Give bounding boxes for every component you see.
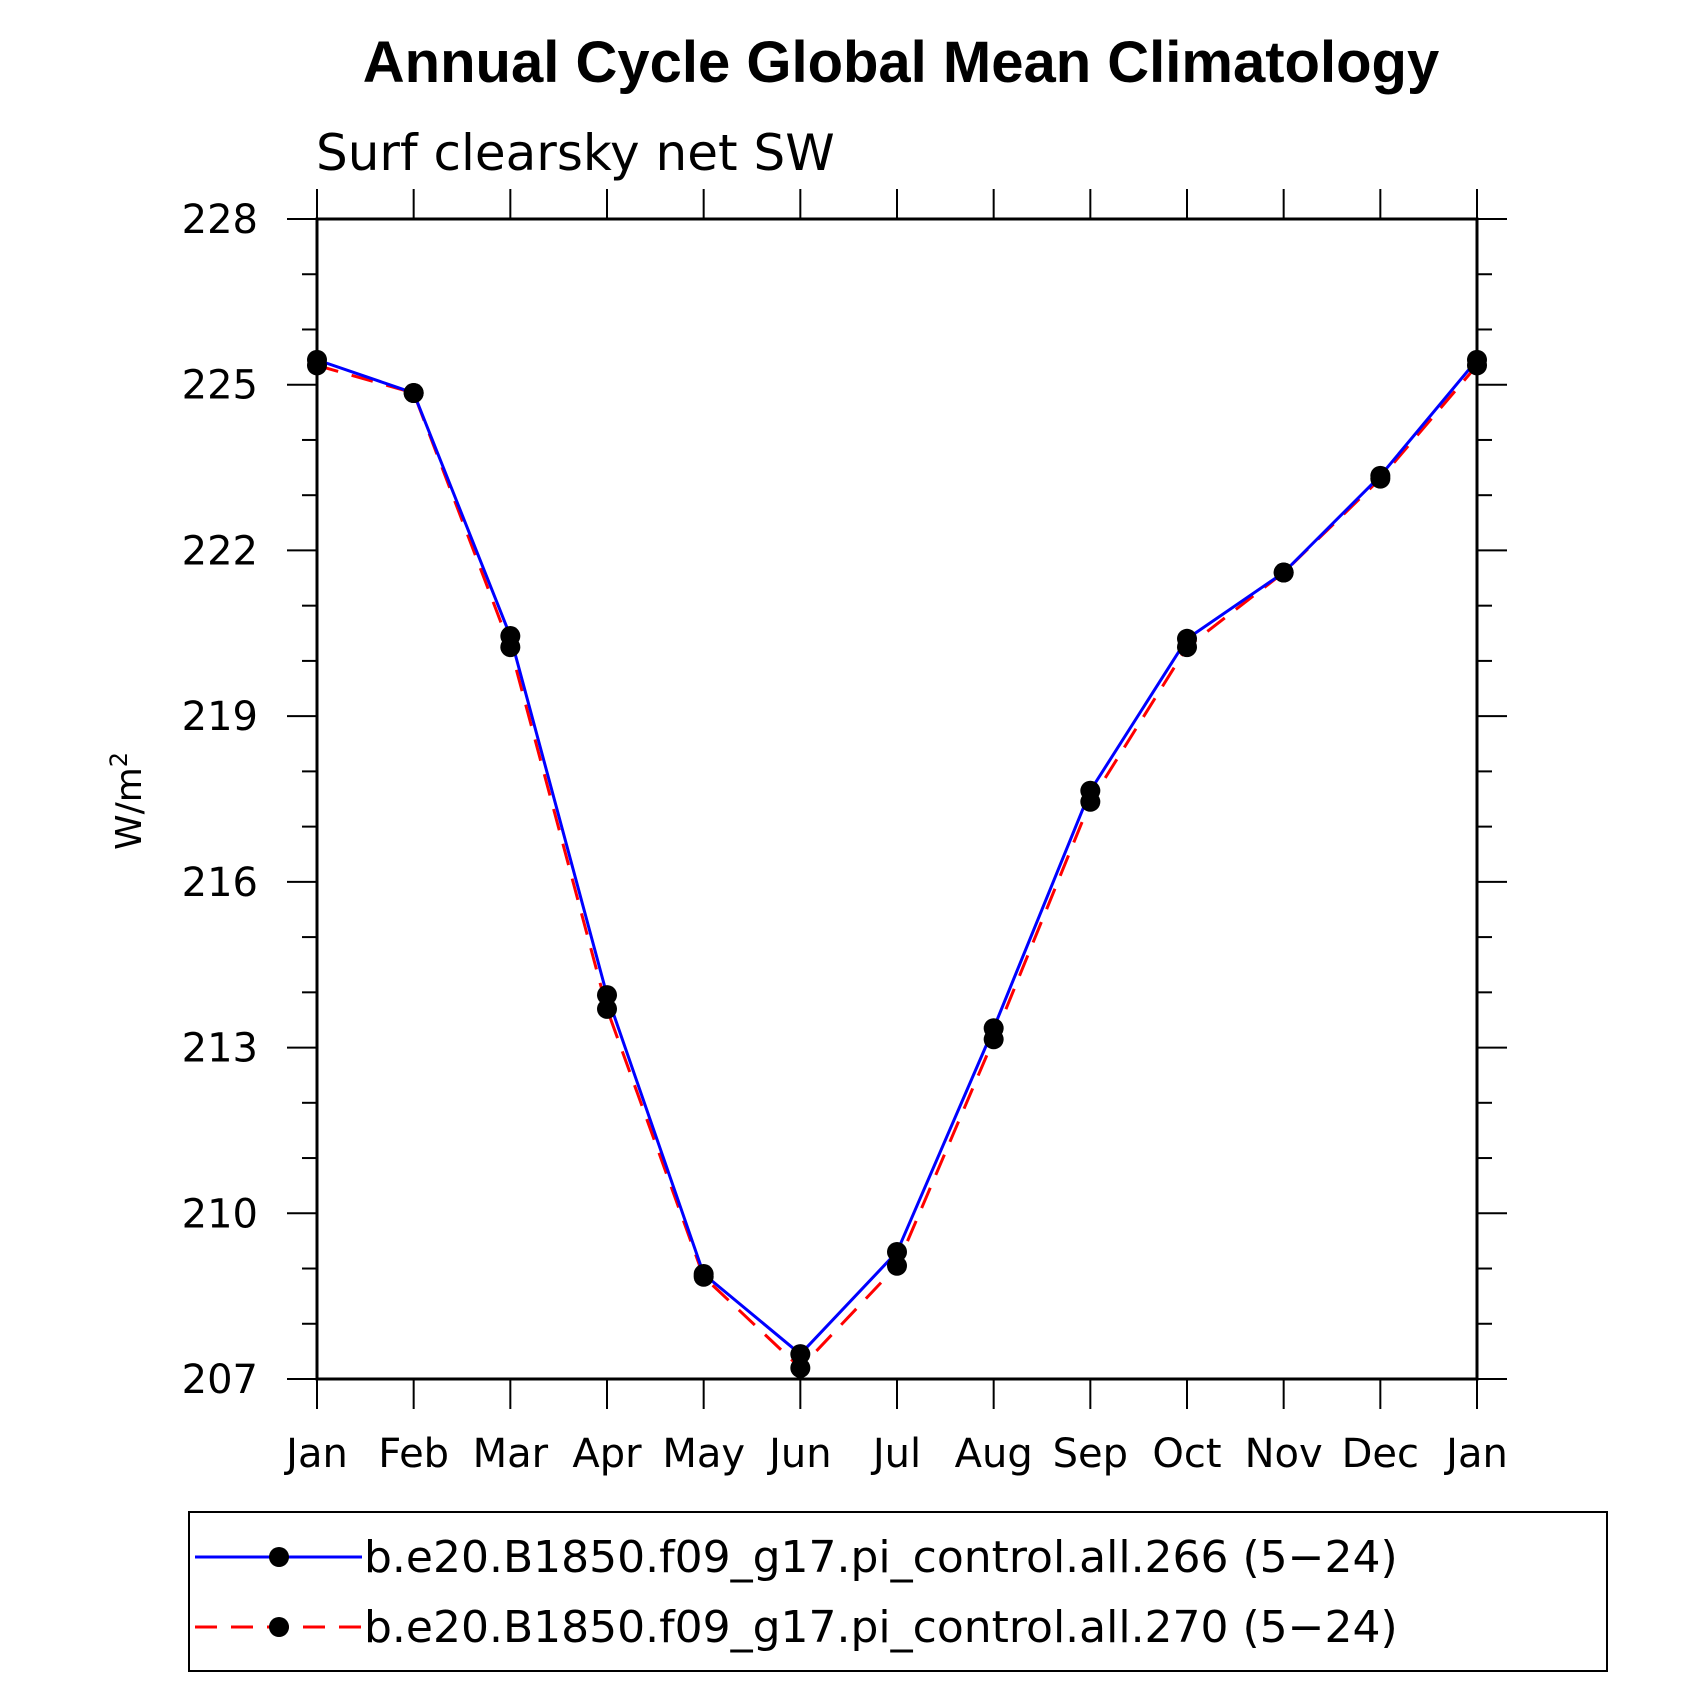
y-axis-label: W/m2 <box>105 752 150 850</box>
x-tick-label: May <box>662 1431 745 1477</box>
x-tick-label: Oct <box>1152 1431 1221 1477</box>
y-tick-label: 228 <box>182 197 258 243</box>
x-tick-label: Jun <box>766 1431 832 1477</box>
x-tick-label: Jul <box>870 1431 921 1477</box>
y-axis-label-superscript: 2 <box>105 752 133 767</box>
x-tick-label: Jan <box>283 1431 348 1477</box>
series-2-point <box>403 383 424 403</box>
x-tick-label: Apr <box>572 1431 642 1477</box>
chart-title: Annual Cycle Global Mean Climatology <box>363 30 1439 95</box>
y-tick-label: 207 <box>182 1357 258 1403</box>
x-tick-label: Sep <box>1053 1431 1128 1477</box>
y-tick-label: 213 <box>182 1026 258 1072</box>
series-2-point <box>887 1255 907 1276</box>
series-2-point <box>790 1357 811 1378</box>
y-tick-label: 225 <box>182 363 258 409</box>
legend: b.e20.B1850.f09_g17.pi_control.all.266 (… <box>188 1511 1608 1672</box>
series-2-point <box>693 1266 714 1287</box>
chart-subtitle: Surf clearsky net SW <box>316 124 835 182</box>
series-1-point <box>790 1344 811 1365</box>
series-2-point <box>597 998 617 1019</box>
y-tick-labels: 207 210 213 216 219 222 225 228 <box>182 197 258 1403</box>
x-tick-labels: Jan Feb Mar Apr May Jun Jul Aug Sep Oct Nov Dec Jan <box>283 1431 1508 1477</box>
legend-box <box>188 1511 1608 1672</box>
plot-frame <box>315 217 1479 1381</box>
series-layer <box>307 349 1487 1378</box>
legend-marker-series-1 <box>269 1547 289 1567</box>
y-tick-label: 210 <box>182 1191 258 1237</box>
series-2-point <box>1080 791 1101 812</box>
series-2-point <box>1177 637 1197 658</box>
x-tick-label: Feb <box>378 1431 449 1477</box>
y-axis-label-text: W/m <box>109 767 150 850</box>
series-2-point <box>307 355 327 376</box>
y-tick-label: 222 <box>182 528 258 574</box>
x-tick-label: Aug <box>955 1431 1033 1477</box>
axis-ticks <box>287 189 1507 1409</box>
x-tick-label: Dec <box>1342 1431 1419 1477</box>
series-2-point <box>1370 468 1391 489</box>
series-1-point <box>597 985 617 1006</box>
x-tick-label: Nov <box>1245 1431 1323 1477</box>
x-tick-label: Mar <box>473 1431 549 1477</box>
x-tick-label: Jan <box>1443 1431 1508 1477</box>
legend-marker-series-2 <box>269 1617 289 1637</box>
series-2-point <box>1273 562 1294 583</box>
series-line-2 <box>316 363 1479 1371</box>
y-tick-label: 219 <box>182 694 258 740</box>
series-line-1 <box>316 358 1479 1357</box>
series-2-point <box>1467 355 1487 376</box>
series-2-point <box>500 637 521 658</box>
legend-label-series-2: b.e20.B1850.f09_g17.pi_control.all.270 (… <box>364 1602 1398 1653</box>
series-2-point <box>983 1029 1004 1050</box>
legend-label-series-1: b.e20.B1850.f09_g17.pi_control.all.266 (… <box>364 1532 1398 1583</box>
svg-text:W/m2: W/m2 <box>105 752 150 850</box>
y-tick-label: 216 <box>182 860 258 906</box>
series-1-point <box>887 1241 907 1262</box>
